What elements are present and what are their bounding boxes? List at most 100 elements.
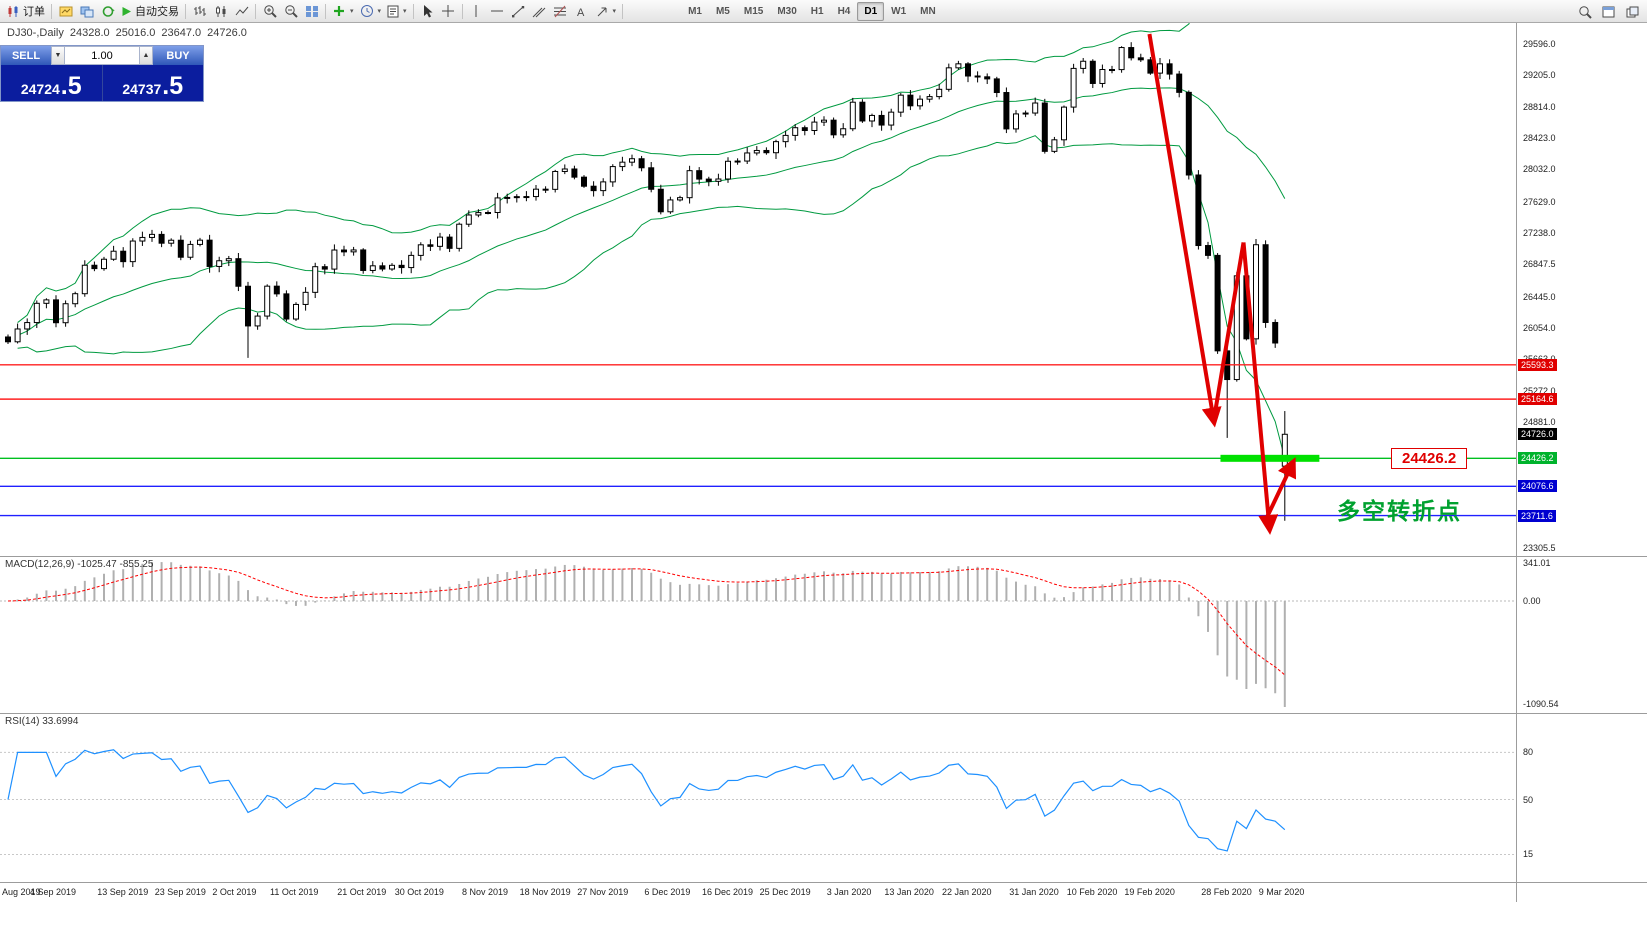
time-axis-label: 25 Dec 2019 (759, 887, 811, 897)
toolbar-separator (622, 3, 624, 19)
candlestick-series (5, 42, 1288, 521)
window-icon (1602, 6, 1615, 17)
panel-separator[interactable] (0, 713, 1647, 714)
buy-button[interactable]: BUY (153, 46, 203, 65)
charts-button[interactable] (55, 2, 76, 21)
template-icon (387, 5, 399, 17)
bar-chart-button[interactable] (189, 2, 210, 21)
price-axis-label: 29205.0 (1523, 70, 1556, 81)
sell-price-button[interactable]: 24724.5 (1, 65, 102, 101)
zoom-out-icon (284, 5, 298, 18)
macd-panel-canvas[interactable] (0, 556, 1516, 713)
timeframe-d1[interactable]: D1 (857, 1, 885, 21)
svg-text:A: A (577, 7, 585, 18)
main-chart-canvas[interactable] (0, 23, 1516, 556)
toolbar-separator (412, 3, 414, 19)
timeframe-group: M1 M5 M15 M30 H1 H4 D1 W1 MN (681, 1, 943, 21)
time-axis-label: 8 Nov 2019 (462, 887, 509, 897)
refresh-button[interactable] (97, 2, 118, 21)
cursor-button[interactable] (417, 2, 438, 21)
timeframe-m5[interactable]: M5 (715, 5, 730, 17)
timeframe-m30[interactable]: M30 (777, 5, 797, 17)
play-icon (122, 6, 131, 16)
trendline-tool[interactable] (508, 2, 529, 21)
current-price-badge: 24726.0 (1518, 428, 1557, 441)
buy-price-button[interactable]: 24737.5 (102, 65, 203, 101)
time-axis-label: 30 Oct 2019 (394, 887, 444, 897)
price-axis-label: 28423.0 (1523, 132, 1556, 143)
price-axis-label: 24881.0 (1523, 416, 1556, 427)
time-axis-label: 21 Oct 2019 (337, 887, 387, 897)
volume-input[interactable] (65, 46, 139, 65)
volume-increase-button[interactable]: ▲ (139, 46, 153, 65)
tile-windows-icon (305, 5, 318, 17)
vertical-line-tool[interactable] (466, 2, 487, 21)
candlestick-icon (215, 5, 225, 17)
crosshair-button[interactable] (438, 2, 459, 21)
candlestick-button[interactable] (210, 2, 231, 21)
price-axis-label: 23305.5 (1523, 543, 1556, 554)
fibonacci-tool[interactable] (550, 2, 571, 21)
caret-icon: ▾ (403, 8, 407, 15)
cursor-icon (424, 5, 433, 18)
time-axis-label: 13 Jan 2020 (884, 887, 934, 897)
chart-ohlc-line: DJ30-,Daily 24328.0 25016.0 23647.0 24726.0 (7, 27, 253, 39)
templates-button[interactable]: ▾ (384, 2, 410, 21)
rsi-panel-canvas[interactable] (0, 713, 1516, 881)
new-order-button[interactable]: 订单 (3, 2, 48, 21)
time-axis-label: 23 Sep 2019 (154, 887, 206, 897)
profiles-icon (80, 6, 93, 17)
rsi-label: RSI(14) 33.6994 (5, 716, 79, 727)
price-axis-label: 26445.0 (1523, 291, 1556, 302)
sell-price-main: 24724 (20, 80, 60, 97)
timeframe-h4[interactable]: H4 (837, 5, 851, 17)
indicators-button[interactable]: ▾ (329, 2, 357, 21)
fibonacci-icon (554, 5, 567, 17)
sell-price-big: .5 (60, 71, 82, 100)
order-icon (8, 5, 18, 17)
price-level-badge: 24426.2 (1518, 452, 1557, 465)
volume-decrease-button[interactable]: ▼ (51, 46, 65, 65)
price-axis-label: 28032.0 (1523, 164, 1556, 175)
toolbar-separator (185, 3, 186, 19)
horizontal-line-tool[interactable] (487, 2, 508, 21)
support-highlight (1220, 454, 1320, 462)
search-button[interactable] (1574, 2, 1595, 21)
caret-icon: ▾ (350, 8, 354, 15)
line-chart-button[interactable] (231, 2, 252, 21)
rsi-line (7, 749, 1286, 852)
window-button-2[interactable] (1622, 2, 1643, 21)
time-axis-label: 9 Mar 2020 (1258, 887, 1305, 897)
time-axis[interactable]: Aug 2019 4 Sep 2019 13 Sep 2019 23 Sep 2019… (0, 883, 1516, 902)
tile-windows-button[interactable] (301, 2, 322, 21)
timeframe-m1[interactable]: M1 (688, 5, 702, 17)
buy-price-main: 24737 (122, 80, 162, 97)
timeframe-m15[interactable]: M15 (743, 5, 764, 17)
text-tool[interactable]: A (571, 2, 592, 21)
zoom-out-button[interactable] (280, 2, 301, 21)
price-axis-label: 29596.0 (1523, 38, 1556, 49)
periods-button[interactable]: ▾ (357, 2, 385, 21)
chart-high: 25016.0 (115, 27, 156, 39)
macd-scale-label: -1090.54 (1523, 699, 1559, 709)
profiles-button[interactable] (76, 2, 97, 21)
auto-trading-button[interactable]: 自动交易 (118, 2, 182, 21)
time-axis-label: 4 Sep 2019 (30, 887, 77, 897)
time-axis-label: 2 Oct 2019 (212, 887, 257, 897)
axis-separator (0, 882, 1647, 883)
rsi-scale-label: 80 (1523, 747, 1534, 758)
sell-button[interactable]: SELL (1, 46, 51, 65)
channel-tool[interactable] (529, 2, 550, 21)
arrows-tool[interactable]: ▾ (592, 2, 620, 21)
time-axis-label: 3 Jan 2020 (826, 887, 872, 897)
timeframe-h1[interactable]: H1 (810, 5, 824, 17)
price-scale[interactable]: 29596.0 29205.0 28814.0 28423.0 28032.0 27629… (1517, 23, 1647, 902)
window-button-1[interactable] (1598, 2, 1619, 21)
price-level-badge: 23711.6 (1518, 509, 1556, 522)
panel-separator[interactable] (0, 556, 1647, 557)
timeframe-mn[interactable]: MN (920, 5, 936, 17)
timeframe-w1[interactable]: W1 (891, 5, 907, 17)
time-axis-label: Aug 2019 (2, 887, 41, 897)
zoom-in-icon (263, 5, 277, 18)
zoom-in-button[interactable] (259, 2, 280, 21)
